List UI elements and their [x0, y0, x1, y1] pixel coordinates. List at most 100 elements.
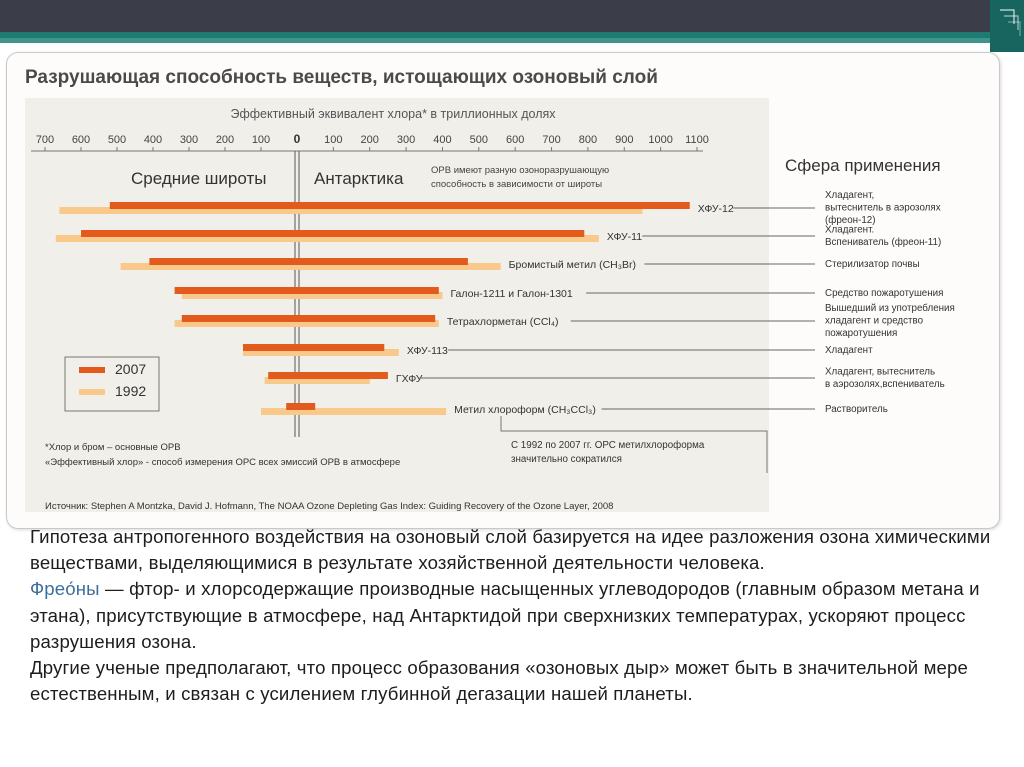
bar-2007-mid-latitudes: [286, 403, 297, 410]
left-region-label: Средние широты: [131, 169, 266, 188]
bar-1992-antarctic: [297, 408, 447, 415]
usage-label: Хладагент,: [825, 190, 874, 201]
bar-1992-antarctic: [297, 349, 399, 356]
x-tick-label: 200: [216, 134, 234, 146]
legend-box: [64, 356, 160, 412]
category-label: Метил хлороформ (CH₃CCl₃): [454, 404, 596, 416]
paragraph-hypothesis: Гипотеза антропогенного воздействия на о…: [30, 526, 991, 574]
bar-1992-mid-latitudes: [174, 320, 297, 327]
chart-title: Разрушающая способность веществ, истощаю…: [25, 67, 658, 88]
x-tick-label: 100: [324, 134, 342, 146]
bar-2007-antarctic: [297, 287, 439, 294]
category-label: ХФУ-11: [607, 231, 642, 243]
usage-label: хладагент и средство: [825, 316, 924, 327]
bar-2007-mid-latitudes: [149, 258, 297, 265]
slide-accent-bar-light: [0, 38, 1024, 43]
x-tick-label: 100: [252, 134, 270, 146]
bar-1992-mid-latitudes: [243, 349, 297, 356]
usage-label: Средство пожаротушения: [825, 288, 943, 299]
legend-label-1992: 1992: [115, 383, 146, 399]
chart-x-axis-label: Эффективный эквивалент хлора* в триллион…: [230, 107, 556, 121]
bars: [55, 202, 690, 415]
usage-header: Сфера применения: [785, 156, 941, 175]
bar-1992-antarctic: [297, 377, 370, 384]
usage-label: Растворитель: [825, 404, 888, 415]
category-label: Бромистый метил (CH₃Br): [509, 259, 636, 271]
x-tick-label: 400: [433, 134, 451, 146]
ozone-depletion-chart: Разрушающая способность веществ, истощаю…: [25, 67, 955, 512]
bar-2007-mid-latitudes: [174, 287, 297, 294]
x-tick-label: 700: [36, 134, 54, 146]
usage-label: пожаротушения: [825, 328, 897, 339]
bar-1992-antarctic: [297, 235, 599, 242]
x-tick-label: 800: [579, 134, 597, 146]
bar-1992-mid-latitudes: [261, 408, 297, 415]
usage-label: Хладагент.: [825, 225, 874, 236]
legend-swatch-1992: [79, 389, 105, 395]
bar-2007-antarctic: [297, 344, 385, 351]
chart-notes: ОРВ имеют разную озоноразрушающую способн…: [45, 165, 768, 512]
bar-2007-mid-latitudes: [109, 202, 297, 209]
usage-label: в аэрозолях,вспениватель: [825, 379, 945, 390]
bar-1992-antarctic: [297, 320, 439, 327]
bar-1992-antarctic: [297, 263, 501, 270]
usage-label: Вышедший из употребления: [825, 303, 955, 314]
bar-1992-mid-latitudes: [59, 207, 298, 214]
x-tick-label: 200: [361, 134, 379, 146]
slide-top-bar: [0, 0, 1024, 38]
chart-panel: [25, 98, 769, 512]
slide-body-text: Гипотеза антропогенного воздействия на о…: [30, 524, 1002, 707]
bar-1992-mid-latitudes: [120, 263, 297, 270]
category-label: ГХФУ: [396, 373, 423, 385]
x-tick-label: 300: [397, 134, 415, 146]
x-tick-label: 600: [72, 134, 90, 146]
bar-2007-antarctic: [297, 315, 436, 322]
category-labels: ХФУ-12 ХФУ-11 Бромистый метил (CH₃Br) Галон…: [396, 203, 815, 416]
x-tick-label: 500: [108, 134, 126, 146]
bar-1992-mid-latitudes: [55, 235, 297, 242]
bar-2007-mid-latitudes: [268, 372, 297, 379]
usage-label: вытеснитель в аэрозолях: [825, 203, 941, 214]
chart-source: Источник: Stephen A Montzka, David J. Ho…: [45, 501, 613, 512]
usage-labels: Хладагент, вытеснитель в аэрозолях(фреон-…: [825, 190, 955, 415]
bar-2007-mid-latitudes: [243, 344, 297, 351]
bar-1992-antarctic: [297, 207, 643, 214]
region-note: способность в зависимости от широты: [431, 179, 602, 190]
x-tick-label: 500: [470, 134, 488, 146]
paragraph-alternative: Другие ученые предполагают, что процесс …: [30, 657, 968, 705]
region-note: ОРВ имеют разную озоноразрушающую: [431, 165, 609, 176]
bar-1992-mid-latitudes: [264, 377, 297, 384]
bar-2007-mid-latitudes: [81, 230, 297, 237]
bar-2007-antarctic: [297, 258, 468, 265]
usage-label: Стерилизатор почвы: [825, 259, 920, 270]
usage-label: (фреон-12): [825, 215, 876, 226]
x-tick-label: 700: [542, 134, 560, 146]
right-region-label: Антарктика: [314, 169, 404, 188]
usage-label: Хладагент, вытеснитель: [825, 367, 935, 378]
annotation-bracket: [500, 416, 768, 473]
category-label: Галон-1211 и Галон-1301: [450, 288, 572, 300]
footnote: «Эффективный хлор» - способ измерения ОР…: [45, 457, 400, 468]
x-tick-label: 900: [615, 134, 633, 146]
bar-1992-antarctic: [297, 292, 443, 299]
legend-label-2007: 2007: [115, 361, 146, 377]
legend-swatch-2007: [79, 367, 105, 373]
annotation-text: значительно сократился: [511, 454, 622, 465]
bar-2007-antarctic: [297, 202, 690, 209]
category-label: Тетрахлорметан (CCl₄): [447, 316, 559, 328]
paragraph-freons: Фрео́ны — фтор- и хлорсодержащие произво…: [30, 576, 1002, 655]
annotation-text: С 1992 по 2007 гг. ОРС метилхлороформа: [511, 440, 705, 451]
corner-decoration: [990, 0, 1024, 52]
category-label: ХФУ-113: [407, 345, 448, 357]
x-tick-label: 1100: [685, 134, 709, 146]
freons-link[interactable]: Фрео́ны: [30, 578, 100, 600]
x-tick-label: 300: [180, 134, 198, 146]
bar-2007-antarctic: [297, 372, 388, 379]
x-tick-label-zero: 0: [294, 132, 301, 146]
x-tick-label: 400: [144, 134, 162, 146]
bar-1992-mid-latitudes: [181, 292, 297, 299]
slide-accent-bar: [0, 32, 1024, 43]
usage-label: Хладагент: [825, 345, 873, 356]
chart-frame: Разрушающая способность веществ, истощаю…: [6, 52, 1000, 529]
bar-2007-antarctic: [297, 403, 316, 410]
